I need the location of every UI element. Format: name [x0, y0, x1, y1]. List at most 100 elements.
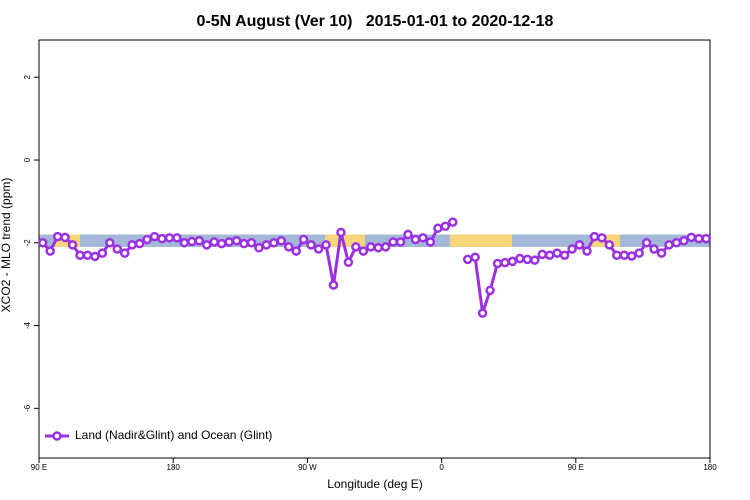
y-tick-label: -4 — [23, 321, 32, 329]
data-point — [373, 243, 383, 253]
data-point — [574, 240, 585, 250]
data-point — [45, 246, 55, 256]
data-point — [522, 254, 533, 265]
legend-marker — [52, 431, 62, 441]
data-point — [664, 240, 674, 250]
data-point — [559, 250, 570, 260]
data-point — [448, 217, 458, 227]
data-point — [530, 255, 540, 265]
y-tick-label: -6 — [23, 404, 32, 412]
data-point — [112, 244, 123, 254]
data-point — [336, 227, 346, 238]
plot-frame — [38, 39, 711, 459]
data-point — [671, 238, 682, 248]
data-point — [589, 231, 600, 242]
data-point — [552, 248, 562, 258]
data-point — [343, 257, 354, 267]
data-point — [418, 233, 428, 243]
data-point — [60, 232, 70, 243]
data-point — [194, 235, 205, 246]
data-point — [410, 234, 421, 245]
y-axis-label: XCO2 - MLO trend (ppm) — [0, 178, 13, 313]
data-point — [269, 238, 279, 248]
data-point — [612, 250, 622, 260]
x-tick-label: 180 — [703, 463, 717, 472]
data-point — [224, 237, 234, 247]
data-point — [619, 250, 630, 260]
data-point — [366, 242, 376, 252]
y-tick-label: 0 — [23, 157, 32, 162]
data-point — [380, 242, 391, 252]
data-point — [254, 243, 264, 253]
legend-label: Land (Nadir&Glint) and Ocean (Glint) — [75, 428, 272, 442]
data-point — [246, 238, 257, 248]
data-point — [626, 251, 637, 261]
data-point — [567, 244, 577, 254]
data-point — [127, 240, 137, 250]
data-point — [321, 240, 331, 250]
data-point — [291, 246, 301, 256]
x-tick-label: 0 — [439, 463, 444, 472]
data-point — [261, 240, 272, 250]
data-point — [470, 252, 480, 263]
data-point — [52, 231, 63, 242]
data-point — [425, 237, 436, 247]
data-point — [276, 235, 287, 246]
data-point — [298, 234, 309, 245]
data-point — [462, 254, 473, 265]
x-axis-label: Longitude (deg E) — [327, 477, 422, 491]
data-point — [202, 240, 212, 250]
data-point — [395, 237, 406, 247]
data-point — [209, 237, 219, 247]
data-point — [537, 249, 547, 260]
data-point — [694, 233, 704, 244]
data-point — [75, 250, 85, 260]
data-point — [164, 233, 175, 243]
data-point — [157, 233, 167, 244]
data-point — [306, 240, 316, 250]
data-point — [90, 251, 100, 262]
data-point — [507, 256, 518, 267]
data-point — [686, 232, 697, 243]
data-point — [477, 308, 488, 318]
data-point — [67, 240, 78, 250]
x-tick-label: 90 E — [568, 463, 584, 472]
land-segment — [449, 234, 512, 247]
data-point — [134, 238, 145, 249]
chart-title: 0-5N August (Ver 10) 2015-01-01 to 2020-… — [197, 13, 554, 30]
data-point — [388, 237, 398, 247]
data-point — [515, 253, 525, 264]
data-point — [679, 235, 689, 246]
data-point — [313, 244, 324, 254]
data-point — [351, 242, 361, 252]
data-point — [105, 238, 115, 248]
data-point — [142, 234, 152, 245]
data-point — [97, 248, 108, 258]
data-point — [649, 244, 659, 254]
data-point — [701, 233, 712, 244]
data-point — [492, 258, 503, 269]
data-point — [641, 238, 652, 248]
data-point — [231, 235, 242, 246]
data-point — [328, 280, 339, 290]
data-point — [216, 238, 227, 249]
data-point — [172, 233, 182, 243]
data-point — [358, 246, 369, 256]
data-point — [284, 242, 294, 252]
data-point — [37, 238, 48, 248]
data-point — [187, 236, 197, 247]
data-point — [82, 250, 93, 260]
data-point — [500, 257, 510, 268]
x-tick-label: 180 — [167, 463, 181, 472]
data-point — [544, 250, 555, 260]
y-tick-label: 2 — [23, 74, 32, 79]
x-tick-label: 90 W — [298, 463, 317, 472]
data-point — [634, 248, 644, 258]
data-point — [656, 248, 667, 258]
data-point — [403, 229, 413, 240]
y-tick-label: -2 — [23, 239, 32, 247]
data-point — [179, 238, 190, 248]
data-point — [149, 231, 160, 242]
data-point — [597, 233, 607, 243]
